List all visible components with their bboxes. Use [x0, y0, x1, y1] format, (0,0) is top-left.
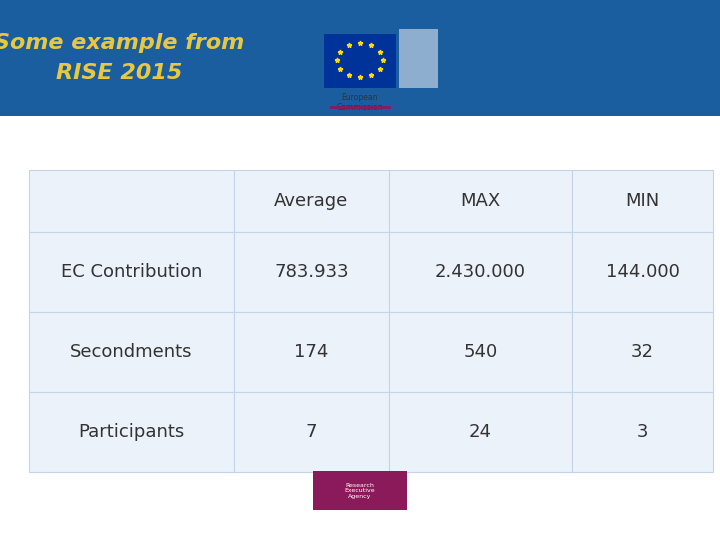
Bar	[0, 0, 720, 116]
Bar	[389, 232, 572, 312]
Text: Research
Executive
Agency: Research Executive Agency	[345, 483, 375, 499]
Text: 540: 540	[464, 343, 498, 361]
Bar	[29, 232, 234, 312]
Bar	[234, 170, 389, 232]
Bar	[313, 471, 407, 510]
Bar	[389, 392, 572, 472]
Text: Some example from: Some example from	[0, 33, 244, 53]
Bar	[572, 312, 713, 392]
Bar	[29, 392, 234, 472]
Text: 144.000: 144.000	[606, 263, 680, 281]
Text: 783.933: 783.933	[274, 263, 348, 281]
Text: 32: 32	[631, 343, 654, 361]
Bar	[29, 312, 234, 392]
Bar	[572, 392, 713, 472]
Text: 174: 174	[294, 343, 328, 361]
Text: Average: Average	[274, 192, 348, 210]
Bar	[29, 170, 234, 232]
Text: 3: 3	[637, 423, 648, 441]
Bar	[399, 29, 438, 87]
Bar	[324, 34, 396, 87]
Bar	[234, 312, 389, 392]
Bar	[389, 312, 572, 392]
Text: 24: 24	[469, 423, 492, 441]
Text: 7: 7	[306, 423, 317, 441]
Text: Secondments: Secondments	[70, 343, 193, 361]
Bar	[234, 392, 389, 472]
Bar	[572, 170, 713, 232]
Text: RISE 2015: RISE 2015	[55, 63, 182, 83]
Text: MIN: MIN	[626, 192, 660, 210]
Text: European
Commission: European Commission	[337, 92, 383, 112]
Text: EC Contribution: EC Contribution	[60, 263, 202, 281]
Text: Participants: Participants	[78, 423, 184, 441]
Bar	[389, 170, 572, 232]
Text: MAX: MAX	[461, 192, 500, 210]
Bar	[572, 232, 713, 312]
Bar	[234, 232, 389, 312]
Text: 2.430.000: 2.430.000	[435, 263, 526, 281]
